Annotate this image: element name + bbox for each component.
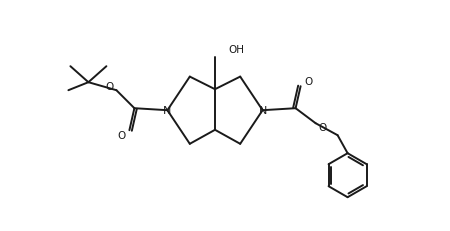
Text: N: N <box>163 106 171 116</box>
Text: OH: OH <box>228 45 244 55</box>
Text: N: N <box>258 106 267 116</box>
Text: O: O <box>305 77 313 87</box>
Text: O: O <box>117 131 126 141</box>
Text: O: O <box>105 82 113 92</box>
Text: O: O <box>319 123 327 133</box>
